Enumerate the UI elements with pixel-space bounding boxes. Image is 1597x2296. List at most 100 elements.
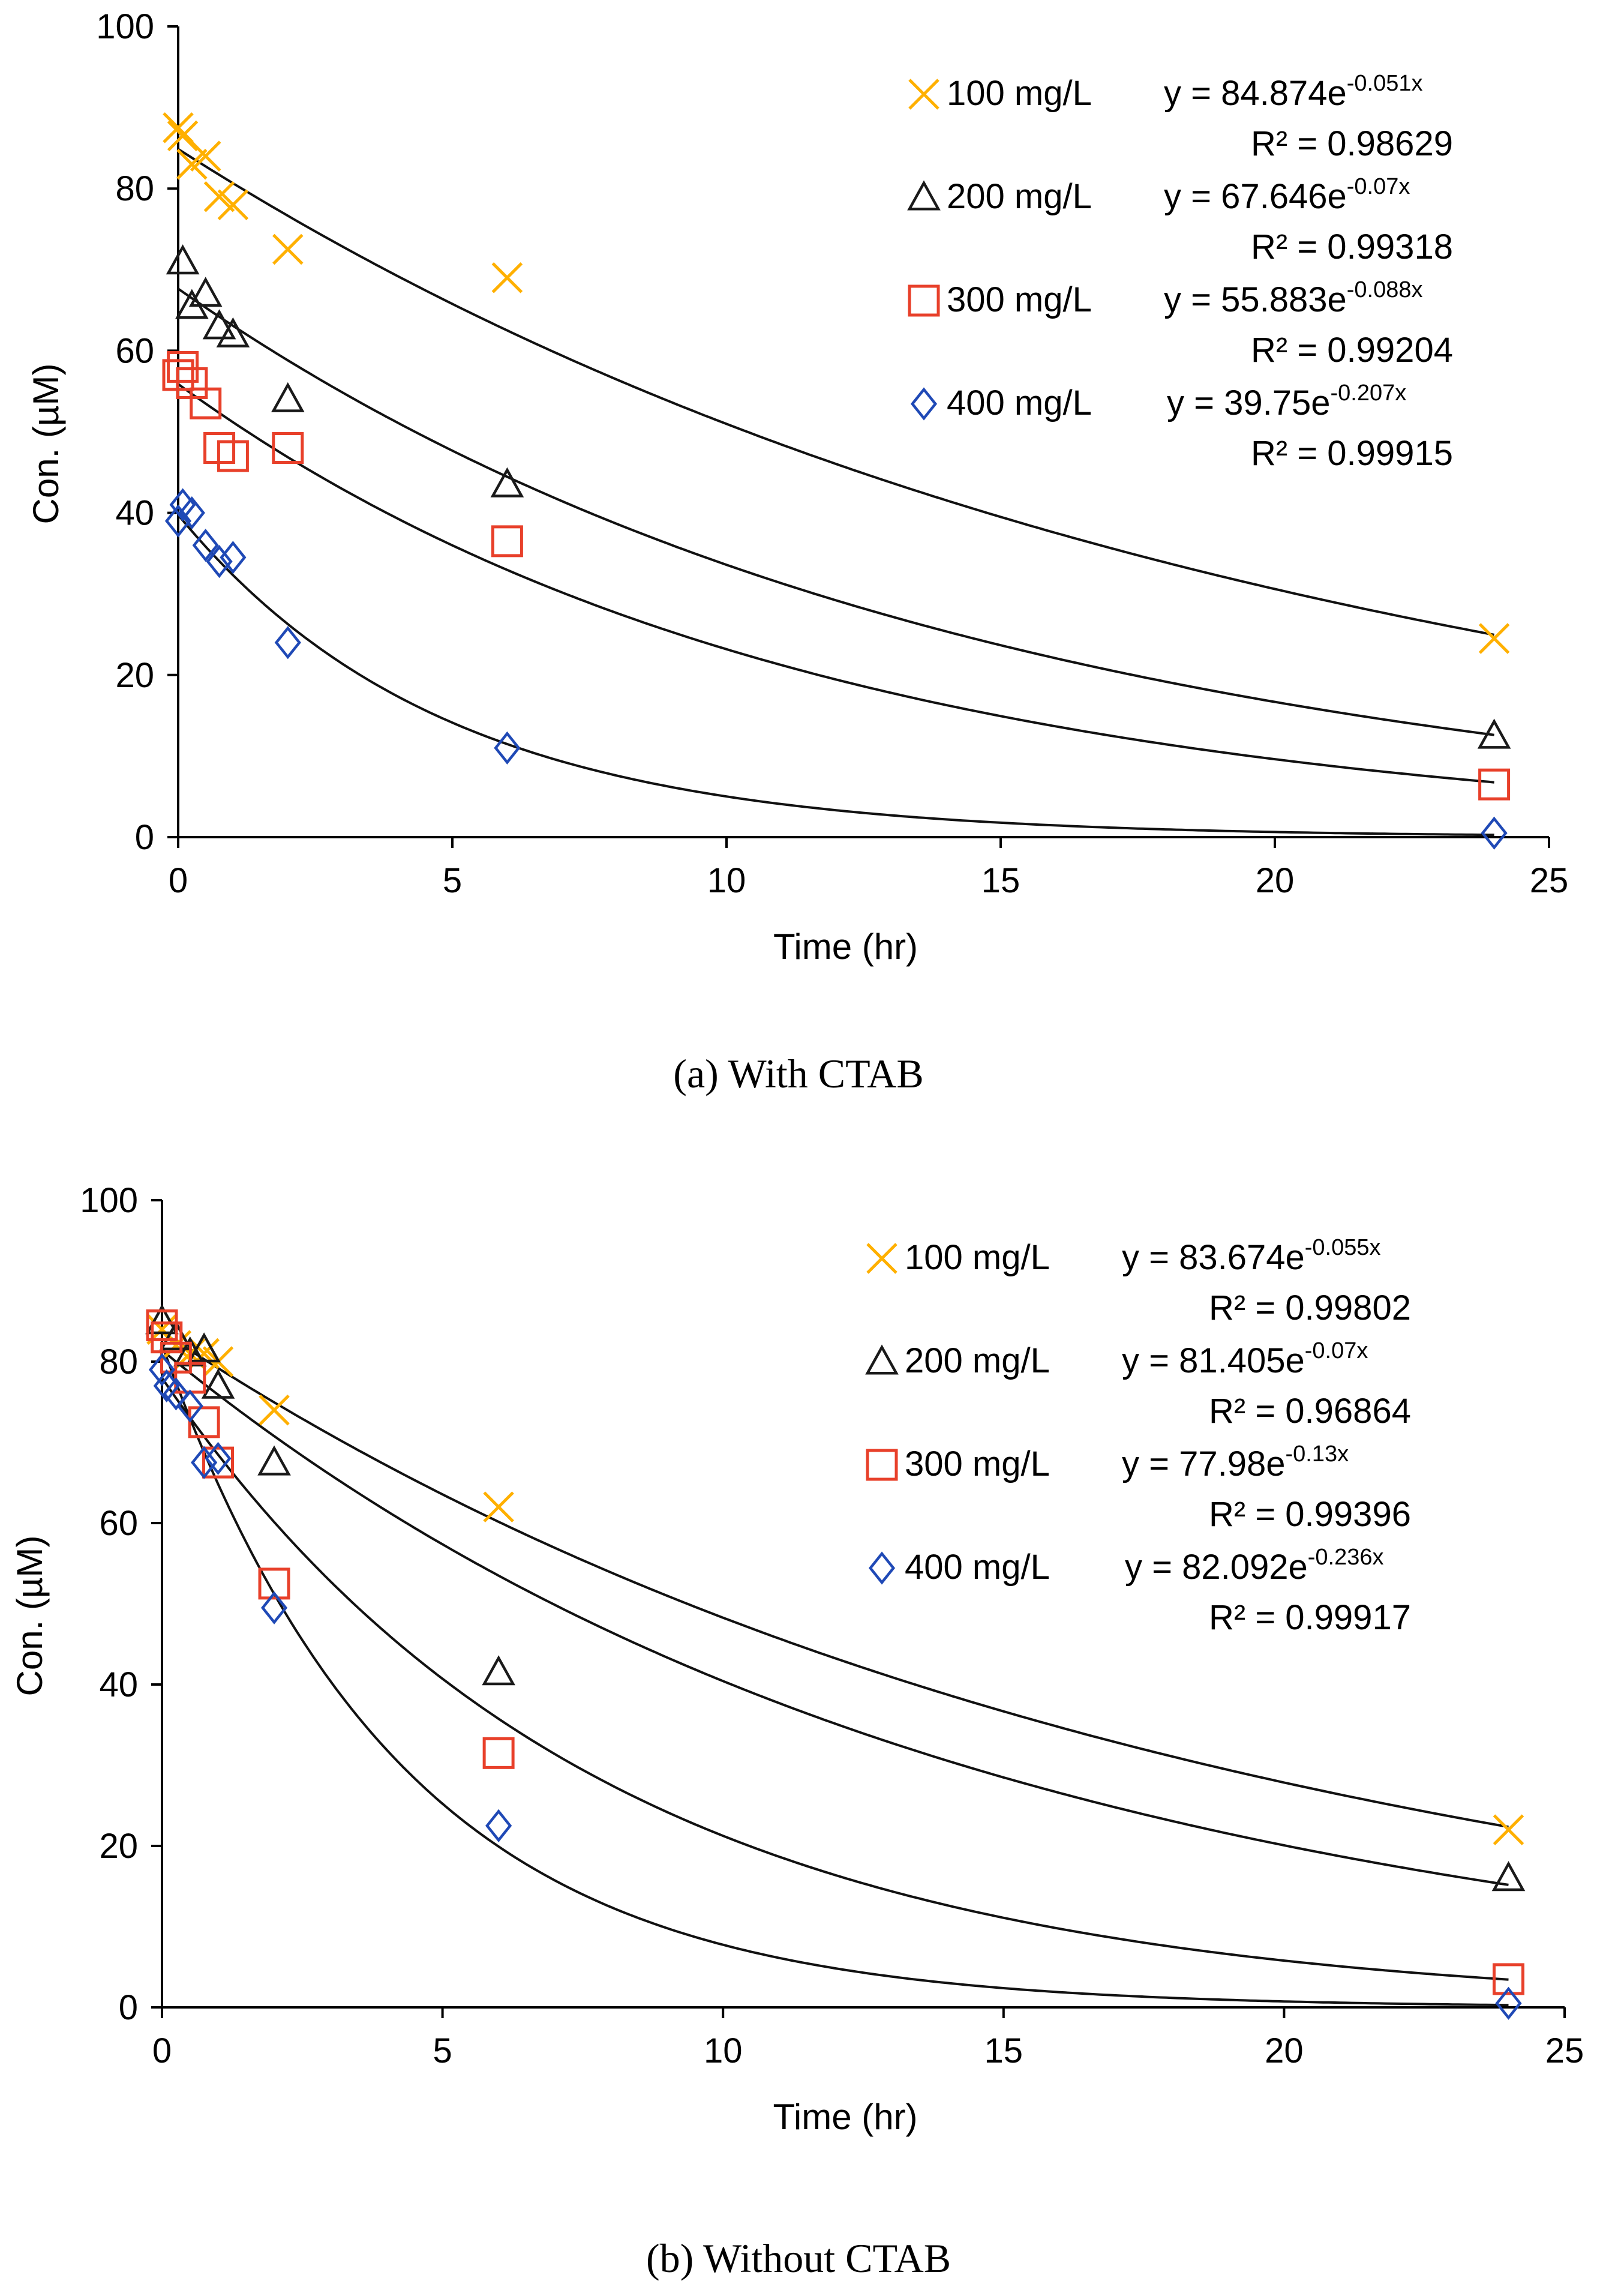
- y-tick-label: 20: [115, 656, 154, 695]
- legend-label: 100 mg/L: [947, 74, 1092, 113]
- data-point: [1492, 1963, 1524, 1995]
- series-300-mg-L: [162, 350, 1511, 801]
- x-tick-label: 10: [707, 861, 746, 900]
- y-tick-label: 60: [99, 1504, 138, 1543]
- data-point: [258, 1567, 290, 1600]
- data-point: [271, 382, 305, 412]
- data-point: [191, 1446, 218, 1479]
- data-point: [176, 148, 208, 180]
- data-point: [163, 112, 194, 143]
- legend-entry-0: 100 mg/L y = 83.674e-0.055x R² = 0.99802: [866, 1235, 1411, 1327]
- data-point: [166, 244, 200, 275]
- data-point: [148, 1353, 176, 1387]
- fit-r-squared: R² = 0.99396: [1209, 1495, 1411, 1534]
- legend-marker: [910, 387, 938, 421]
- chart-panel-0: 0 5 10 15 20 25 0 20 40 60 80 100 Time (hr) Con. (µM)…: [26, 7, 1568, 1096]
- fit-r-squared: R² = 0.99917: [1209, 1598, 1411, 1637]
- data-point: [272, 432, 304, 464]
- data-point: [1481, 816, 1508, 850]
- fit-curve-300-mg-L: [161, 1377, 1509, 1981]
- legend-marker: [907, 180, 941, 211]
- data-point: [202, 309, 236, 340]
- fit-curve-200-mg-L: [161, 1349, 1509, 1886]
- data-point: [163, 1377, 190, 1411]
- data-point: [220, 541, 247, 574]
- data-point: [483, 1491, 514, 1522]
- data-point: [485, 1809, 512, 1842]
- data-point: [188, 1406, 220, 1438]
- data-point: [1493, 1814, 1524, 1845]
- data-point: [203, 181, 235, 212]
- data-point: [201, 1368, 235, 1399]
- fit-r-squared: R² = 0.99915: [1251, 434, 1453, 473]
- chart-panel-1: 0 5 10 15 20 25 0 20 40 60 80 100 Time (hr) Con. (µM)…: [10, 1181, 1584, 2281]
- fit-r-squared: R² = 0.99802: [1209, 1288, 1411, 1327]
- data-point: [1478, 623, 1510, 654]
- figure-caption: (b) Without CTAB: [646, 2235, 951, 2281]
- fit-equation: y = 84.874e-0.051x: [1164, 71, 1423, 113]
- series-100-mg-L: [163, 112, 1510, 654]
- data-point: [1491, 1861, 1526, 1892]
- series-200-mg-L: [145, 1304, 1526, 1892]
- x-axis-label: Time (hr): [773, 927, 918, 967]
- x-axis-label: Time (hr): [773, 2097, 917, 2137]
- y-tick-label: 60: [115, 331, 154, 370]
- data-point: [1477, 718, 1511, 749]
- x-tick-label: 25: [1545, 2031, 1584, 2070]
- fit-equation: y = 83.674e-0.055x: [1122, 1235, 1381, 1277]
- data-point: [187, 1332, 221, 1363]
- fit-exponent: -0.236x: [1308, 1545, 1384, 1570]
- fit-curve-100-mg-L: [161, 1330, 1509, 1829]
- fit-exponent: -0.055x: [1305, 1235, 1381, 1260]
- y-tick-label: 20: [99, 1827, 138, 1866]
- series-300-mg-L: [146, 1309, 1524, 1995]
- fit-curve-100-mg-L: [177, 148, 1494, 636]
- x-tick-label: 20: [1265, 2031, 1304, 2070]
- data-point: [491, 262, 523, 293]
- fit-r-squared: R² = 0.99204: [1251, 331, 1453, 370]
- data-point: [190, 387, 222, 419]
- legend-entry-0: 100 mg/L y = 84.874e-0.051x R² = 0.98629: [908, 71, 1453, 163]
- fit-r-squared: R² = 0.99318: [1251, 227, 1453, 266]
- data-point: [482, 1737, 515, 1769]
- data-point: [260, 1591, 288, 1624]
- legend-entry-1: 200 mg/L y = 67.646e-0.07x R² = 0.99318: [907, 174, 1453, 266]
- data-point: [272, 233, 304, 265]
- data-point: [274, 626, 301, 660]
- data-point: [192, 529, 219, 562]
- legend-label: 300 mg/L: [947, 280, 1092, 319]
- x-tick-label: 10: [704, 2031, 743, 2070]
- fit-r-squared: R² = 0.96864: [1209, 1392, 1411, 1431]
- x-tick-label: 5: [433, 2031, 452, 2070]
- data-point: [167, 350, 199, 383]
- y-tick-label: 80: [99, 1342, 138, 1381]
- fit-curve-400-mg-L: [177, 514, 1494, 837]
- fit-exponent: -0.13x: [1286, 1441, 1349, 1467]
- x-tick-label: 20: [1256, 861, 1295, 900]
- y-axis-label: Con. (µM): [26, 364, 66, 524]
- fit-equation: y = 39.75e-0.207x: [1167, 380, 1406, 422]
- fit-equation: y = 55.883e-0.088x: [1164, 277, 1423, 319]
- data-point: [178, 496, 205, 530]
- x-tick-label: 25: [1530, 861, 1569, 900]
- fit-curve-400-mg-L: [161, 1344, 1509, 2007]
- fit-equation: y = 77.98e-0.13x: [1122, 1441, 1349, 1483]
- x-tick-label: 15: [984, 2031, 1023, 2070]
- y-tick-label: 100: [96, 7, 154, 46]
- legend-label: 200 mg/L: [947, 177, 1092, 216]
- legend-entry-1: 200 mg/L y = 81.405e-0.07x R² = 0.96864: [865, 1338, 1411, 1431]
- x-tick-label: 15: [981, 861, 1020, 900]
- fit-equation: y = 81.405e-0.07x: [1122, 1338, 1368, 1380]
- fit-exponent: -0.088x: [1347, 277, 1423, 302]
- data-point: [217, 189, 249, 220]
- legend-marker: [866, 1243, 897, 1274]
- fit-exponent: -0.07x: [1305, 1338, 1368, 1363]
- legend-marker: [868, 1551, 896, 1585]
- y-tick-label: 0: [119, 1988, 138, 2027]
- data-point: [1495, 1986, 1522, 2020]
- legend-label: 100 mg/L: [905, 1238, 1050, 1277]
- legend-marker: [908, 79, 939, 110]
- series-400-mg-L: [164, 488, 1508, 850]
- data-point: [259, 1394, 290, 1426]
